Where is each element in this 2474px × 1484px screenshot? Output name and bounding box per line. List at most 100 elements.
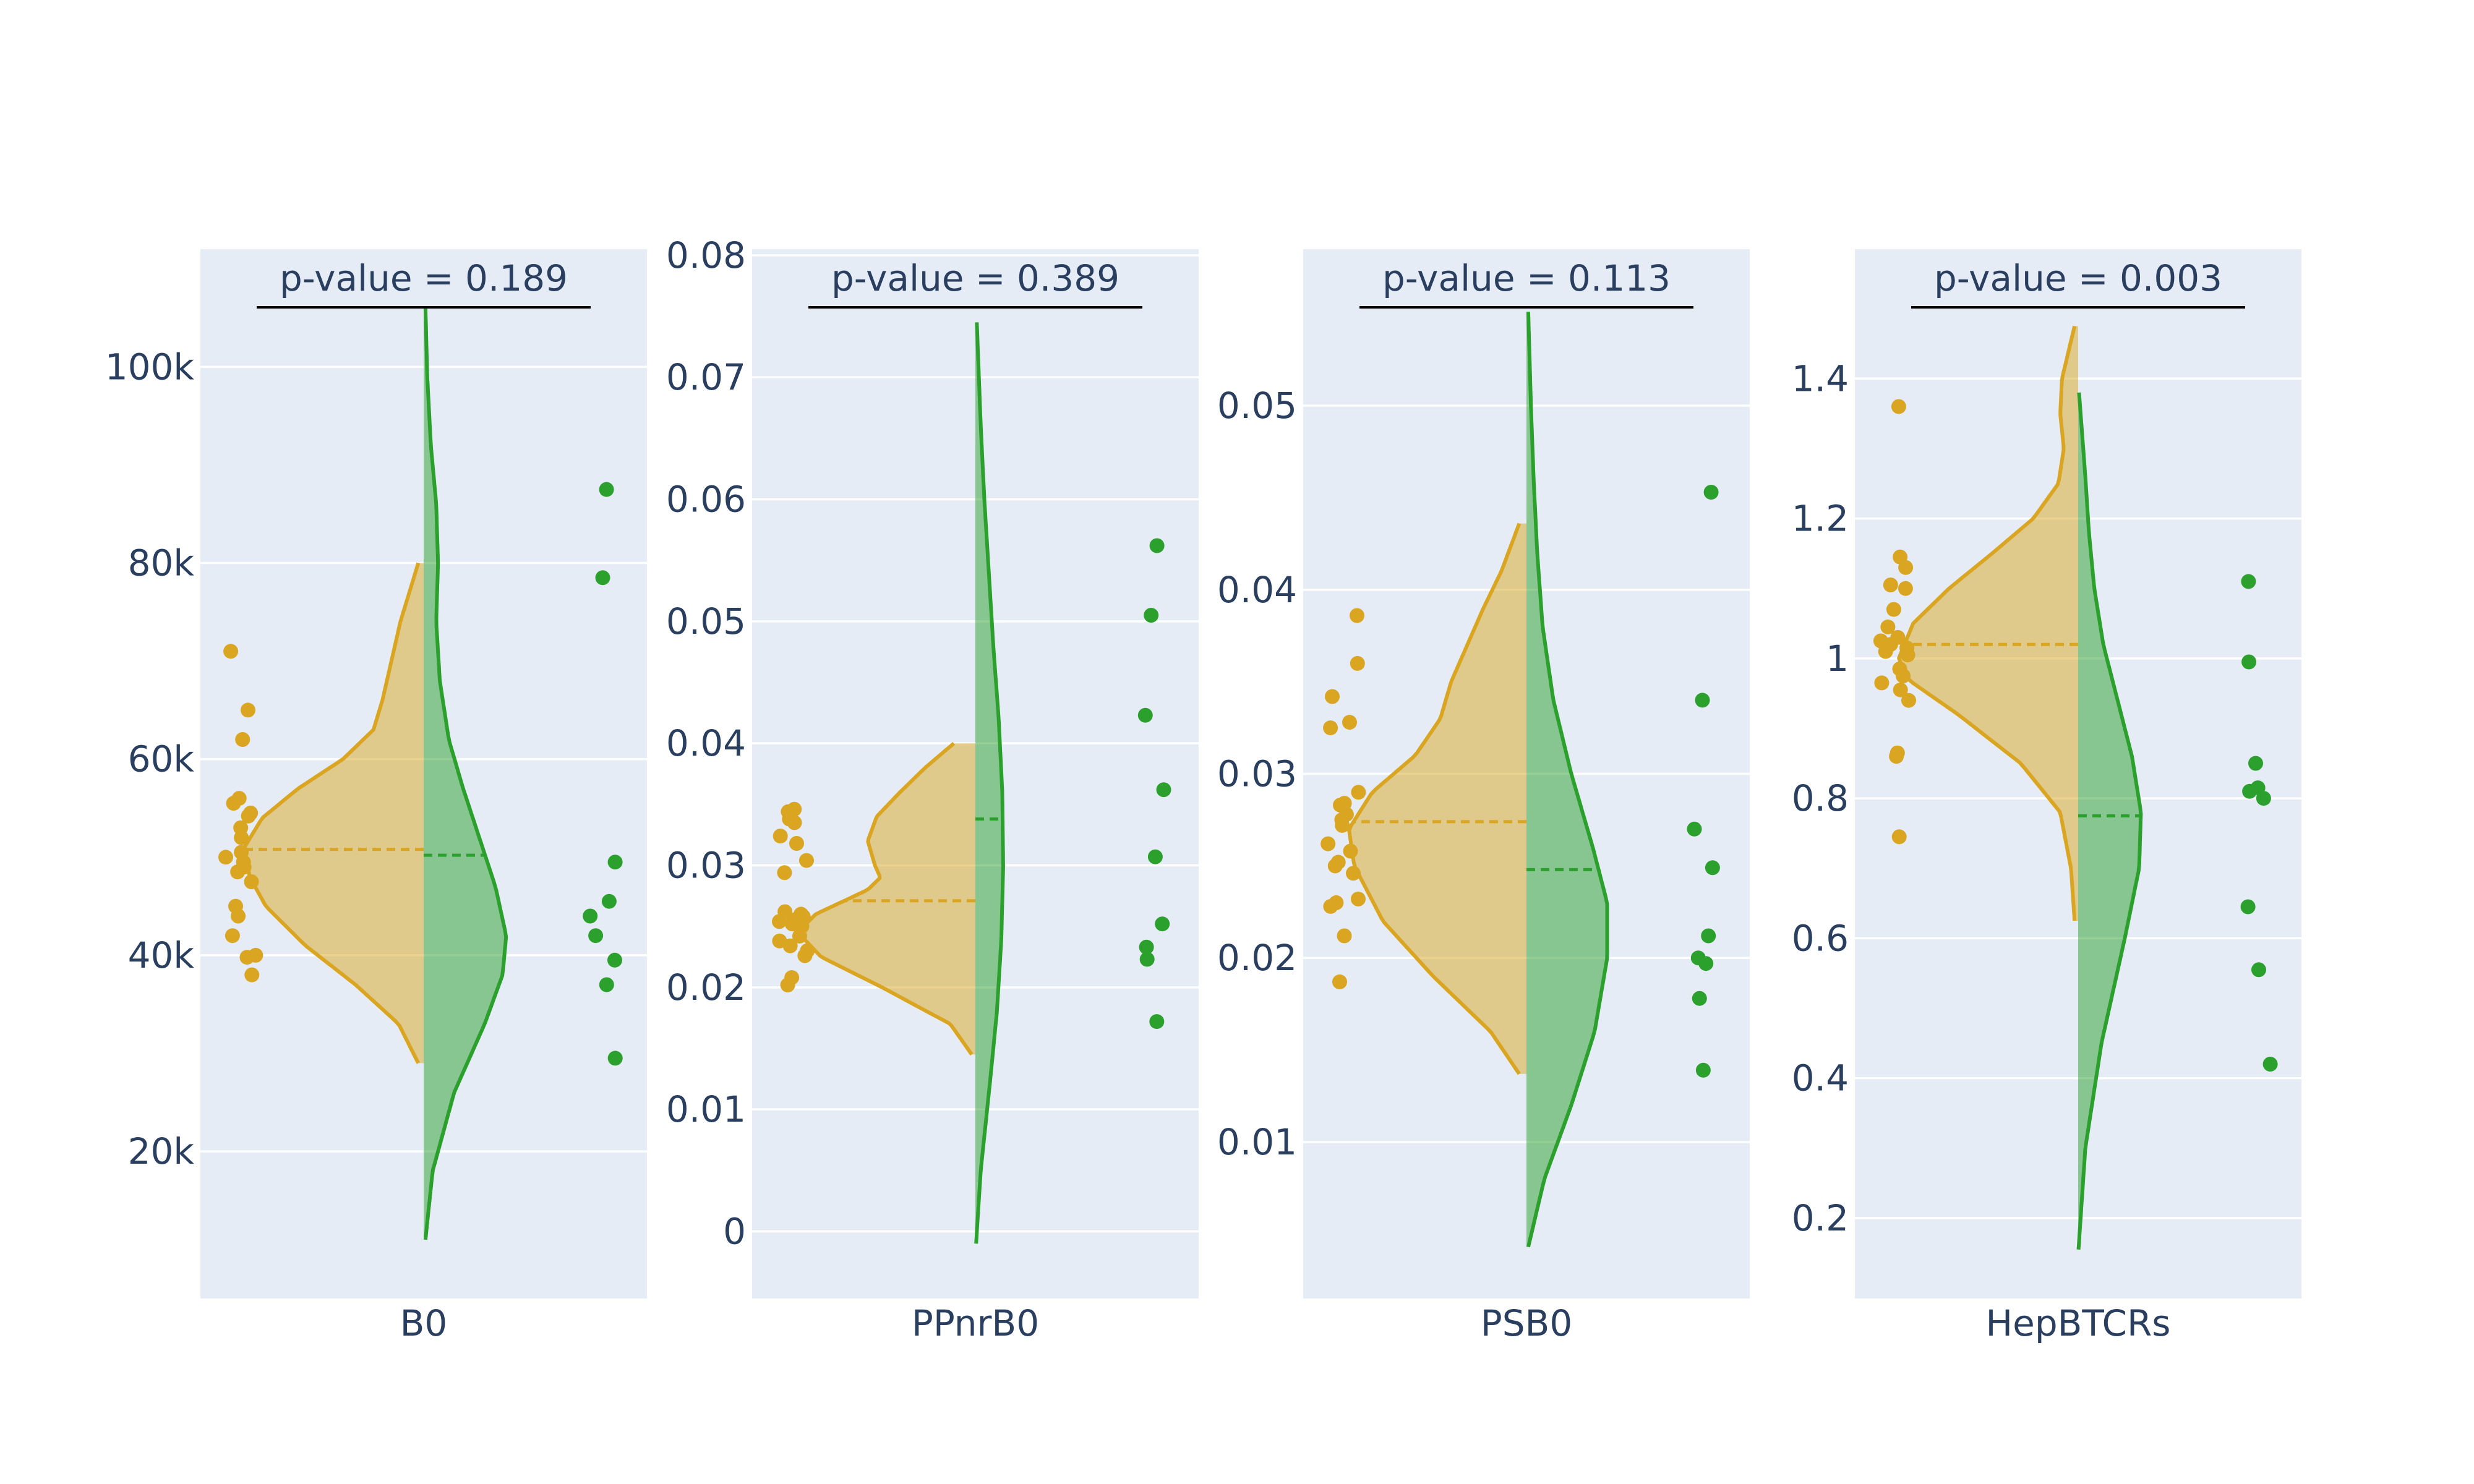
data-point-group1 [223, 644, 239, 659]
data-point-group2 [2241, 574, 2256, 589]
data-point-group2 [601, 893, 617, 909]
data-point-group1 [777, 865, 792, 881]
data-point-group1 [792, 928, 807, 944]
y-tick-label: 100k [105, 346, 195, 388]
data-point-group1 [787, 815, 802, 830]
data-point-group1 [1332, 974, 1347, 989]
data-point-group1 [1323, 720, 1338, 736]
data-point-group1 [235, 732, 250, 747]
data-point-group1 [234, 830, 249, 845]
p-value-annotation: p-value = 0.189 [280, 257, 568, 299]
y-tick-label: 0.02 [666, 966, 746, 1009]
data-point-group1 [1335, 817, 1350, 833]
data-point-group1 [244, 874, 259, 889]
y-tick-label: 0.08 [666, 234, 746, 276]
y-tick-label: 60k [128, 738, 195, 780]
data-point-group1 [1351, 891, 1366, 906]
y-tick-label: 0 [723, 1210, 746, 1252]
y-tick-label: 0.05 [666, 600, 746, 642]
y-tick-label: 1 [1826, 638, 1849, 680]
data-point-group1 [780, 977, 795, 992]
data-point-group1 [1346, 866, 1361, 881]
data-point-group1 [1350, 608, 1364, 623]
data-point-group1 [1898, 581, 1913, 596]
data-point-group2 [1137, 707, 1153, 723]
data-point-group2 [588, 928, 604, 944]
violin-panel-b0: 20k 40k 60k 80k 100k B0 p-value = 0.189 [105, 249, 647, 1344]
data-point-group2 [607, 855, 623, 870]
data-point-group2 [2251, 962, 2266, 978]
data-point-group1 [1320, 836, 1336, 851]
y-tick-label: 0.01 [1217, 1121, 1297, 1163]
data-point-group1 [241, 702, 255, 718]
y-tick-label: 0.07 [666, 356, 746, 398]
y-tick-label: 0.04 [1217, 569, 1297, 611]
data-point-group1 [1880, 619, 1896, 634]
data-point-group2 [1144, 608, 1159, 623]
data-point-group2 [1155, 916, 1170, 932]
data-point-group2 [1698, 956, 1714, 971]
data-point-group2 [1139, 952, 1155, 967]
data-point-group2 [1139, 939, 1154, 955]
violin-group2-fill [1526, 312, 1607, 1247]
data-point-group1 [1327, 858, 1343, 874]
data-point-group2 [1156, 782, 1171, 798]
data-point-group2 [595, 570, 610, 586]
data-point-group1 [799, 853, 814, 868]
violin-group2-outline [1526, 312, 1609, 1248]
y-tick-label: 0.03 [666, 844, 746, 886]
data-point-group2 [607, 1051, 623, 1066]
data-point-group1 [772, 914, 787, 929]
data-point-group1 [244, 967, 260, 983]
data-point-group2 [2262, 1057, 2278, 1072]
x-category-label: B0 [400, 1302, 448, 1344]
y-tick-label: 0.4 [1792, 1057, 1849, 1099]
data-point-group1 [773, 829, 788, 844]
data-point-group2 [1149, 1014, 1165, 1030]
violin-group1-fill [1349, 523, 1526, 1074]
violin-group2-fill [424, 308, 507, 1240]
y-tick-label: 0.04 [666, 722, 746, 764]
data-point-group2 [2256, 791, 2271, 806]
x-category-label: HepBTCRs [1986, 1302, 2171, 1344]
p-value-annotation: p-value = 0.389 [831, 257, 1119, 299]
data-point-group2 [599, 977, 614, 992]
data-point-group2 [583, 908, 598, 924]
y-tick-label: 20k [128, 1130, 195, 1172]
data-point-group1 [1343, 843, 1358, 859]
violin-group2-outline [974, 322, 1005, 1244]
violin-group2-outline [423, 308, 508, 1240]
data-point-group1 [1874, 675, 1890, 691]
data-point-group1 [1323, 898, 1338, 914]
y-tick-label: 80k [128, 542, 195, 584]
data-point-group2 [2242, 783, 2258, 799]
violin-group1-fill [1899, 326, 2078, 921]
data-point-group1 [226, 796, 241, 811]
data-point-group2 [1147, 849, 1163, 864]
data-point-group1 [1350, 655, 1365, 671]
violin-panel-ppnrb0: 0 0.01 0.02 0.03 0.04 0.05 0.06 0.07 0.08 PPnrB0 p… [666, 234, 1199, 1344]
violin-group1-outline [242, 562, 421, 1064]
data-point-group1 [1878, 644, 1893, 659]
data-point-group1 [1337, 928, 1352, 944]
data-point-group1 [797, 948, 813, 963]
data-point-group2 [1695, 1062, 1711, 1078]
y-tick-label: 0.01 [666, 1088, 746, 1130]
violin-group1-outline [796, 741, 974, 1056]
y-tick-label: 0.02 [1217, 937, 1297, 979]
violin-group1-outline [1897, 325, 2077, 921]
data-point-group2 [1695, 693, 1710, 708]
data-point-group2 [1687, 821, 1702, 837]
violin-group1-fill [798, 743, 975, 1055]
data-point-group1 [789, 836, 804, 851]
data-point-group1 [1893, 682, 1908, 697]
y-tick-label: 0.06 [666, 479, 746, 521]
x-category-label: PSB0 [1481, 1302, 1572, 1344]
data-point-group1 [225, 928, 240, 944]
data-point-group1 [231, 908, 246, 924]
data-point-group2 [2248, 756, 2263, 771]
p-value-annotation: p-value = 0.113 [1382, 257, 1671, 299]
data-point-group1 [1891, 399, 1906, 414]
data-point-group2 [1692, 991, 1707, 1006]
data-point-group2 [1705, 860, 1720, 876]
